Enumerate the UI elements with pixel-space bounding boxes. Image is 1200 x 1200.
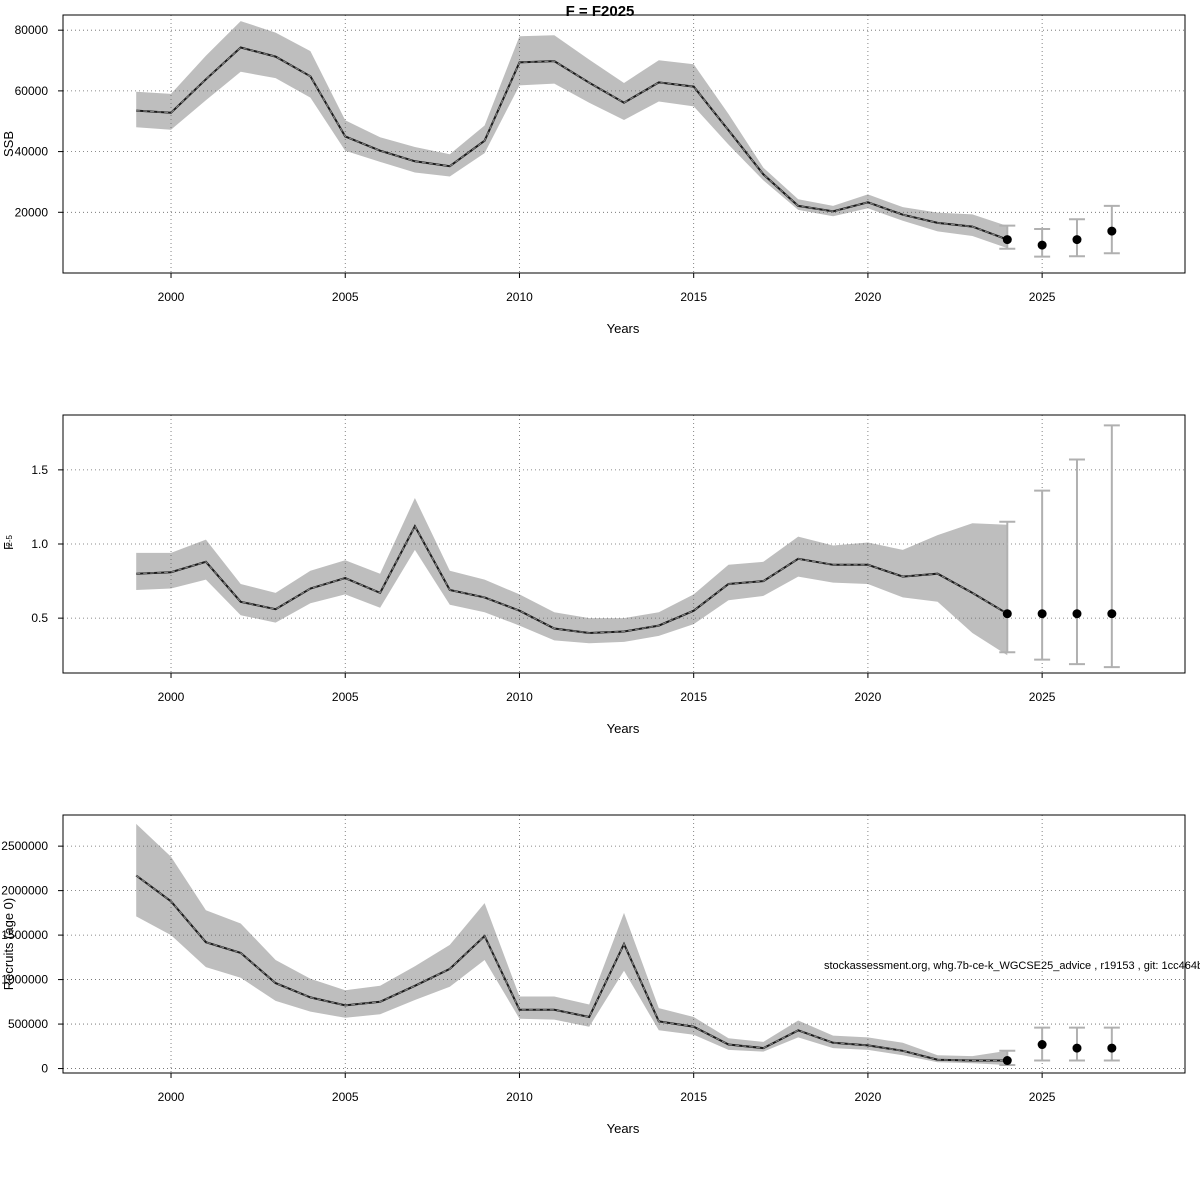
x-tick-label: 2000	[158, 290, 185, 304]
forecast-point	[1037, 1040, 1047, 1050]
x-tick-label: 2020	[855, 690, 882, 704]
x-tick-label: 2010	[506, 1090, 533, 1104]
plot-frame	[62, 14, 1186, 274]
y-tick-label: 1000000	[1, 973, 48, 987]
forecast-point	[1002, 235, 1012, 245]
figure-title: F = F2025	[566, 3, 635, 20]
y-tick-label: 500000	[8, 1017, 48, 1031]
y-tick-label: 60000	[15, 84, 49, 98]
y-axis-label: Recruits (age 0)	[1, 898, 16, 990]
y-tick-label: 1.5	[31, 463, 48, 477]
confidence-band	[136, 498, 1008, 656]
x-tick-label: 2015	[680, 690, 707, 704]
x-tick-label: 2005	[332, 690, 359, 704]
forecast-point	[1107, 1043, 1117, 1053]
x-axis-label: Years	[607, 1121, 640, 1136]
panel-3: 2000 2005 2010 2015 2020 2025 0 500000 1000000 15…	[1, 814, 1186, 1136]
x-tick-label: 2010	[506, 690, 533, 704]
forecast-point	[1072, 609, 1082, 619]
watermark-text: stockassessment.org, whg.7b-ce-k_WGCSE25…	[824, 960, 1200, 972]
x-tick-label: 2005	[332, 290, 359, 304]
y-tick-label: 1.0	[31, 537, 48, 551]
estimate-line-dash	[135, 875, 1008, 1061]
x-tick-label: 2025	[1029, 1090, 1056, 1104]
forecast-point	[1072, 1043, 1082, 1053]
panels: 2000 2005 2010 2015 2020 20252000040000600008…	[1, 14, 1186, 1136]
x-tick-label: 2000	[158, 1090, 185, 1104]
y-tick-label: 2500000	[1, 839, 48, 853]
y-axis-label: F	[1, 542, 16, 550]
confidence-band	[136, 823, 1008, 1065]
x-tick-label: 2015	[680, 1090, 707, 1104]
x-tick-label: 2015	[680, 290, 707, 304]
forecast-point	[1037, 240, 1047, 250]
y-tick-label: 0	[41, 1062, 48, 1076]
forecast-point	[1037, 609, 1047, 619]
y-axis-label-subscript: 2-5	[5, 534, 14, 546]
x-tick-label: 2005	[332, 1090, 359, 1104]
y-tick-label: 0.5	[31, 611, 48, 625]
y-tick-label: 40000	[15, 145, 49, 159]
x-tick-label: 2025	[1029, 290, 1056, 304]
forecast-point	[1107, 609, 1117, 619]
estimate-line-dash	[136, 525, 1008, 634]
y-tick-label: 80000	[15, 23, 49, 37]
panel-1: 2000 2005 2010 2015 2020 2025 20000 40000 60000 8…	[1, 14, 1186, 336]
y-axis-label: SSB	[1, 131, 16, 157]
forecast-point	[1002, 609, 1012, 619]
forecast-point	[1002, 1056, 1012, 1066]
x-tick-label: 2020	[855, 290, 882, 304]
x-tick-label: 2020	[855, 1090, 882, 1104]
panel-2: 2000 2005 2010 2015 2020 2025 0.5 1.0 1.5 Years F2…	[1, 414, 1186, 736]
x-axis-label: Years	[607, 721, 640, 736]
y-tick-label: 1500000	[1, 928, 48, 942]
x-axis-label: Years	[607, 321, 640, 336]
y-tick-label: 20000	[15, 205, 49, 219]
x-tick-label: 2010	[506, 290, 533, 304]
forecast-point	[1072, 235, 1082, 245]
y-tick-label: 2000000	[1, 884, 48, 898]
forecast-point	[1107, 226, 1117, 236]
confidence-band	[136, 21, 1008, 249]
x-tick-label: 2025	[1029, 690, 1056, 704]
estimate-line-dash	[136, 46, 1008, 241]
x-tick-label: 2000	[158, 690, 185, 704]
plot-frame	[62, 814, 1186, 1074]
